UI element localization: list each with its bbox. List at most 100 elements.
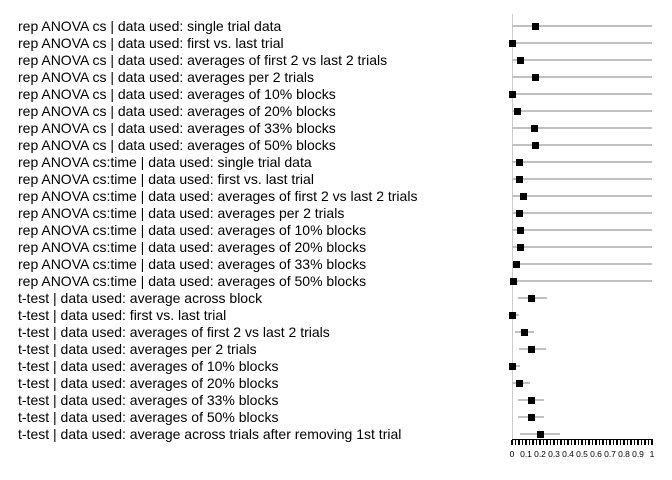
row-label: rep ANOVA cs | data used: first vs. last…: [18, 34, 284, 51]
x-axis-minor-tick: [514, 440, 517, 445]
point-estimate-marker: [532, 141, 540, 149]
x-axis-minor-tick: [535, 440, 538, 445]
row-label: t-test | data used: average across block: [18, 289, 263, 306]
x-axis-minor-tick: [553, 440, 555, 445]
row-label: rep ANOVA cs | data used: single trial d…: [18, 17, 282, 34]
row-label: rep ANOVA cs:time | data used: averages …: [18, 272, 367, 289]
row-label: rep ANOVA cs:time | data used: single tr…: [18, 153, 312, 170]
row-label: rep ANOVA cs | data used: averages of fi…: [18, 51, 388, 68]
confidence-interval-bar: [512, 365, 521, 367]
point-estimate-marker: [516, 243, 524, 251]
confidence-interval-bar: [512, 314, 519, 316]
confidence-interval-bar: [512, 59, 652, 61]
x-axis-minor-tick: [549, 440, 552, 445]
row-label: rep ANOVA cs | data used: averages per 2…: [18, 68, 314, 85]
confidence-interval-bar: [512, 76, 652, 78]
point-estimate-marker: [521, 328, 529, 336]
x-axis-minor-tick: [528, 440, 531, 445]
x-axis-minor-tick: [640, 440, 643, 445]
point-estimate-marker: [536, 430, 544, 438]
row-label: t-test | data used: averages per 2 trial…: [18, 340, 257, 357]
x-axis-minor-tick: [525, 440, 527, 445]
x-axis-minor-tick: [539, 440, 541, 445]
row-label: rep ANOVA cs:time | data used: averages …: [18, 221, 367, 238]
x-axis-minor-tick: [630, 440, 632, 445]
x-axis-minor-tick: [577, 440, 580, 445]
confidence-interval-bar: [512, 178, 652, 180]
point-estimate-marker: [515, 209, 523, 217]
x-axis-minor-tick: [574, 440, 576, 445]
row-label: rep ANOVA cs:time | data used: averages …: [18, 238, 367, 255]
x-axis-minor-tick: [556, 440, 559, 445]
row-label: rep ANOVA cs | data used: averages of 20…: [18, 102, 336, 119]
x-axis-minor-tick: [567, 440, 569, 445]
x-axis-tick-label: 1: [649, 449, 655, 459]
row-label: t-test | data used: averages of 33% bloc…: [18, 391, 279, 408]
x-axis-minor-tick: [591, 440, 594, 445]
confidence-interval-bar: [512, 263, 652, 265]
x-axis-line: [512, 439, 653, 440]
point-estimate-marker: [512, 260, 520, 268]
row-label: rep ANOVA cs:time | data used: averages …: [18, 255, 367, 272]
row-label: rep ANOVA cs | data used: averages of 33…: [18, 119, 336, 136]
x-axis-tick-label: 0: [509, 449, 515, 459]
row-label: rep ANOVA cs:time | data used: first vs.…: [18, 170, 314, 187]
point-estimate-marker: [508, 311, 516, 319]
point-estimate-marker: [515, 379, 523, 387]
confidence-interval-bar: [512, 280, 652, 282]
point-estimate-marker: [514, 107, 522, 115]
x-axis-minor-tick: [521, 440, 524, 445]
x-axis-minor-tick: [598, 440, 601, 445]
x-axis-minor-tick: [584, 440, 587, 445]
confidence-interval-bar: [512, 246, 652, 248]
row-label: t-test | data used: averages of 50% bloc…: [18, 408, 279, 425]
x-axis-minor-tick: [581, 440, 583, 445]
row-label: t-test | data used: average across trial…: [18, 425, 402, 442]
x-axis-minor-tick: [588, 440, 590, 445]
point-estimate-marker: [508, 90, 516, 98]
row-label: t-test | data used: first vs. last trial: [18, 306, 227, 323]
point-estimate-marker: [528, 396, 536, 404]
confidence-interval-bar: [512, 161, 652, 163]
row-label: rep ANOVA cs:time | data used: averages …: [18, 187, 418, 204]
x-axis-tick-label: 0.6: [590, 449, 602, 459]
confidence-interval-bar: [512, 195, 652, 197]
point-estimate-marker: [508, 362, 516, 370]
point-estimate-marker: [532, 22, 540, 30]
x-axis-minor-tick: [626, 440, 629, 445]
confidence-interval-bar: [512, 42, 652, 44]
x-axis-minor-tick: [546, 440, 548, 445]
row-label: t-test | data used: averages of first 2 …: [18, 323, 330, 340]
row-label: rep ANOVA cs | data used: averages of 50…: [18, 136, 336, 153]
x-axis-minor-tick: [623, 440, 625, 445]
point-estimate-marker: [530, 124, 538, 132]
y-axis-line: [512, 14, 513, 439]
x-axis-minor-tick: [637, 440, 639, 445]
x-axis-minor-tick: [563, 440, 566, 445]
confidence-interval-bar: [512, 229, 652, 231]
x-axis-minor-tick: [647, 440, 650, 445]
x-axis-minor-tick: [532, 440, 534, 445]
x-axis-minor-tick: [612, 440, 615, 445]
x-axis-tick-label: 0.2: [534, 449, 546, 459]
confidence-interval-bar: [512, 127, 652, 129]
point-estimate-marker: [508, 39, 516, 47]
x-axis-minor-tick: [609, 440, 611, 445]
x-axis-minor-tick: [605, 440, 608, 445]
x-axis-tick-label: 0.7: [604, 449, 616, 459]
point-estimate-marker: [528, 294, 536, 302]
x-axis-minor-tick: [651, 440, 653, 445]
x-axis-minor-tick: [633, 440, 636, 445]
x-axis-minor-tick: [619, 440, 622, 445]
row-label: t-test | data used: averages of 20% bloc…: [18, 374, 279, 391]
x-axis-tick-label: 0.5: [576, 449, 588, 459]
point-estimate-marker: [509, 277, 517, 285]
point-estimate-marker: [519, 192, 527, 200]
point-estimate-marker: [532, 73, 540, 81]
row-label: rep ANOVA cs:time | data used: averages …: [18, 204, 345, 221]
x-axis-minor-tick: [616, 440, 618, 445]
x-axis-tick-label: 0.1: [520, 449, 532, 459]
confidence-interval-bar: [512, 144, 652, 146]
x-axis-minor-tick: [518, 440, 520, 445]
